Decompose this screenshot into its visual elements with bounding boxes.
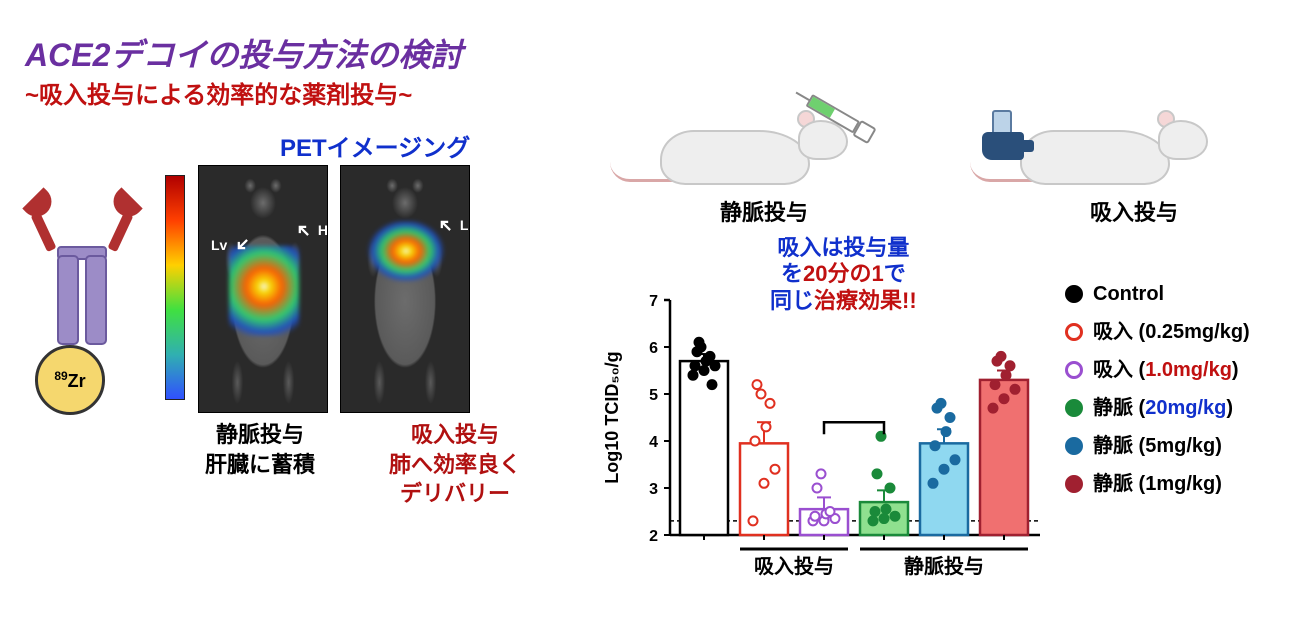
mouse-iv-cartoon <box>640 90 860 200</box>
chart-legend: Control吸入 (0.25mg/kg)吸入 (1.0mg/kg)静脈 (20… <box>1065 275 1250 503</box>
pet-colorbar <box>165 175 185 400</box>
route-label-iv: 静脈投与 <box>720 195 808 227</box>
svg-text:4: 4 <box>649 434 658 451</box>
title-sub: ~吸入投与による効率的な薬剤投与~ <box>25 75 412 110</box>
svg-text:7: 7 <box>649 293 658 310</box>
pet-scan-iv: Lv Hr <box>198 165 328 413</box>
svg-text:Log10 TCID₅₀/g: Log10 TCID₅₀/g <box>602 351 622 483</box>
svg-text:6: 6 <box>649 340 658 357</box>
svg-text:3: 3 <box>649 481 658 498</box>
svg-text:5: 5 <box>649 387 658 404</box>
isotope-label: 89Zr <box>35 345 105 415</box>
inhaler-icon <box>978 110 1028 170</box>
svg-text:静脈投与: 静脈投与 <box>904 554 984 578</box>
pet-heading: PETイメージング <box>280 128 470 163</box>
tcid50-bar-chart: 2 3 4 5 6 7 Log10 TCID₅₀/g 吸入投与 静脈投与 <box>600 280 1060 580</box>
mouse-inhale-cartoon <box>1000 90 1220 200</box>
svg-text:吸入投与: 吸入投与 <box>754 554 834 578</box>
route-label-inhale: 吸入投与 <box>1090 195 1178 227</box>
title-main: ACE2デコイの投与方法の検討 <box>25 30 462 76</box>
protein-icon: 89Zr <box>25 195 145 415</box>
pet-scan-inhale: Lu <box>340 165 470 413</box>
pet-caption-inhale: 吸入投与 肺へ効率良く デリバリー <box>355 420 555 509</box>
svg-text:2: 2 <box>649 528 658 545</box>
pet-caption-iv: 静脈投与 肝臓に蓄積 <box>170 420 350 479</box>
